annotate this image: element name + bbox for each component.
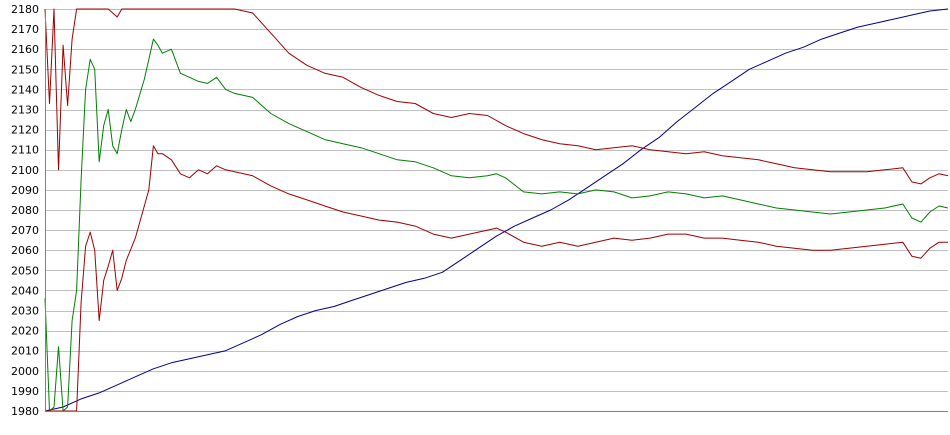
- y-tick-label: 2180: [11, 3, 39, 16]
- y-tick-label: 2040: [11, 284, 39, 297]
- series-lines: [44, 8, 949, 412]
- y-tick-label: 2170: [11, 23, 39, 36]
- y-tick-label: 2020: [11, 325, 39, 338]
- y-gridlines: [45, 9, 948, 412]
- series-line-1: [44, 8, 949, 412]
- y-tick-label: 2070: [11, 224, 39, 237]
- y-tick-label: 1990: [11, 385, 39, 398]
- y-tick-label: 2160: [11, 43, 39, 56]
- y-tick-label: 2120: [11, 124, 39, 137]
- series-line-3: [44, 38, 949, 412]
- y-axis-tick-labels: 1980 1990 2000 2010 2020 2030 2040 2050 2060 2070…: [11, 3, 39, 418]
- y-tick-label: 2090: [11, 184, 39, 197]
- y-tick-label: 2140: [11, 83, 39, 96]
- y-tick-label: 2030: [11, 305, 39, 318]
- y-tick-label: 2000: [11, 365, 39, 378]
- y-tick-label: 2010: [11, 345, 39, 358]
- y-tick-label: 2050: [11, 264, 39, 277]
- y-tick-label: 2060: [11, 244, 39, 257]
- y-tick-label: 1980: [11, 405, 39, 418]
- y-tick-label: 2080: [11, 204, 39, 217]
- series-line-4: [45, 145, 948, 412]
- y-tick-label: 2150: [11, 63, 39, 76]
- y-tick-label: 2130: [11, 104, 39, 117]
- y-tick-label: 2110: [11, 144, 39, 157]
- y-tick-label: 2100: [11, 164, 39, 177]
- series-line-2: [44, 8, 949, 185]
